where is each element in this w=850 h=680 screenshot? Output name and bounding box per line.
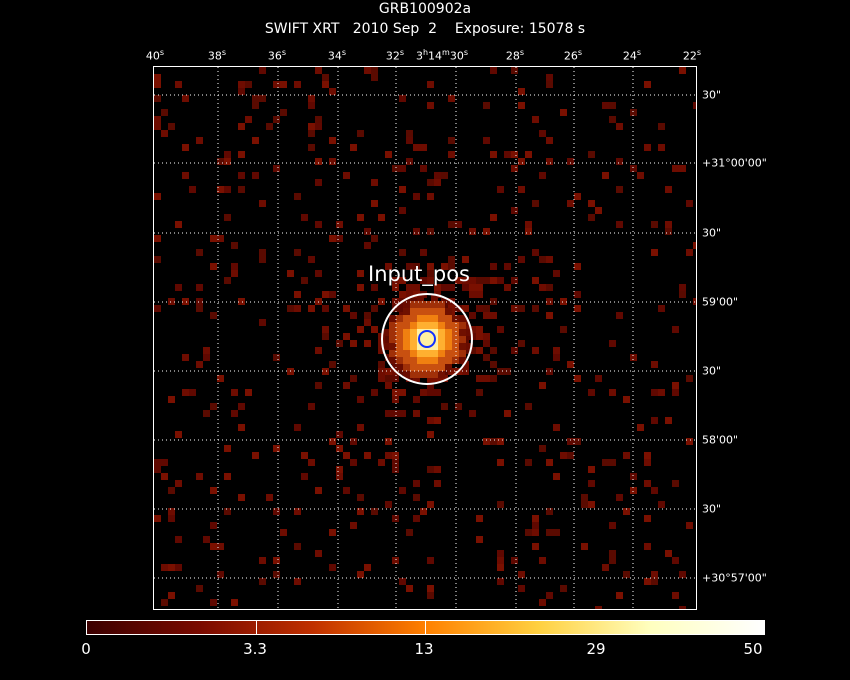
source-label: Input_pos [368,262,470,286]
ra-tick-label: 26s [563,48,583,63]
ra-tick-label: 38s [207,48,227,63]
dec-tick-label: 30" [702,88,722,102]
ra-tick-label: 22s [682,48,702,63]
image-frame [153,66,697,610]
colorbar-label: 50 [743,640,763,658]
object-title: GRB100902a [378,1,472,17]
source-region-circle [381,293,473,385]
dec-tick-label: 58'00" [702,433,739,447]
dec-tick-label: 59'00" [702,295,739,309]
ra-tick-label: 40s [145,48,165,63]
dec-tick-label: 30" [702,226,722,240]
ra-center-tick-label: 3h14m30s [415,48,469,63]
colorbar [86,620,765,635]
colorbar-label: 29 [586,640,606,658]
dec-tick-label: 30" [702,502,722,516]
source-position-marker [418,330,436,348]
ra-tick-label: 24s [622,48,642,63]
ra-tick-label: 32s [385,48,405,63]
dec-tick-label: +30°57'00" [702,571,767,585]
dec-tick-label: 30" [702,364,722,378]
ra-tick-label: 34s [327,48,347,63]
dec-tick-label: +31°00'00" [702,156,767,170]
ra-tick-label: 28s [505,48,525,63]
colorbar-label: 13 [414,640,434,658]
colorbar-label: 3.3 [243,640,267,658]
xray-image [154,67,696,609]
colorbar-label: 0 [81,640,91,658]
ra-tick-label: 36s [267,48,287,63]
instrument-line: SWIFT XRT 2010 Sep 2 Exposure: 15078 s [264,21,586,37]
